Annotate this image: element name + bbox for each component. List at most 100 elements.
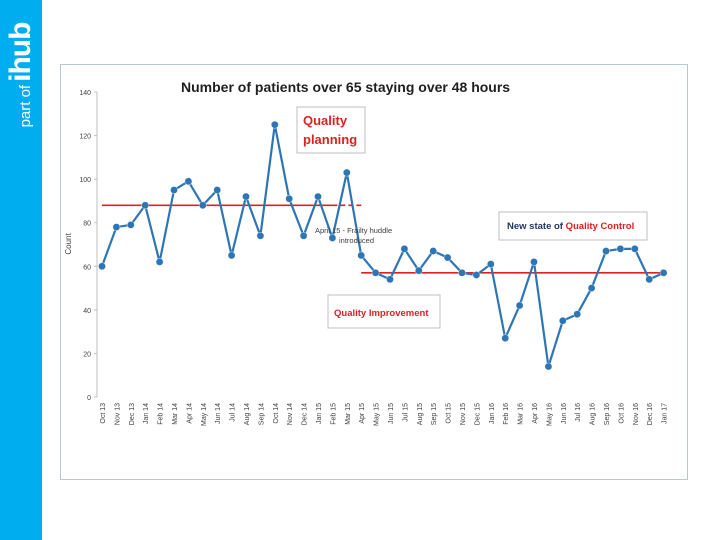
data-point — [544, 362, 553, 371]
data-point — [429, 247, 438, 255]
quality-improvement-label: Quality Improvement — [334, 308, 429, 319]
x-tick-label: Mar 16 — [518, 403, 525, 425]
frailty-huddle-label-line1: April 15 - Frailty huddle — [315, 226, 392, 235]
data-point — [242, 192, 250, 201]
x-tick-label: Dec 13 — [129, 403, 136, 425]
x-tick-label: Jun 16 — [561, 403, 568, 424]
y-tick-label: 120 — [79, 134, 91, 141]
data-point — [458, 269, 466, 277]
x-tick-label: Jan 15 — [316, 403, 323, 424]
frailty-huddle-label-line2: introduced — [339, 236, 374, 245]
chart-title: Number of patients over 65 staying over … — [181, 79, 510, 95]
x-tick-label: Oct 15 — [446, 403, 453, 424]
x-tick-label: Jan 17 — [662, 403, 669, 424]
x-tick-label: Oct 13 — [100, 403, 107, 424]
x-tick-label: Aug 14 — [244, 403, 251, 425]
y-tick-label: 140 — [79, 90, 91, 97]
x-tick-label: Aug 15 — [417, 403, 424, 425]
data-point — [573, 310, 582, 319]
x-tick-label: Nov 13 — [114, 403, 121, 425]
x-tick-label: Jan 14 — [143, 403, 150, 424]
data-point — [558, 316, 567, 325]
data-point — [501, 334, 510, 342]
x-tick-label: May 16 — [546, 403, 553, 426]
quality-planning-label-line2: planning — [303, 132, 357, 147]
x-tick-label: Nov 16 — [633, 403, 640, 425]
data-point — [602, 247, 610, 255]
x-tick-label: Dec 14 — [302, 403, 309, 425]
x-tick-label: Jun 14 — [215, 403, 222, 424]
data-point — [645, 275, 654, 284]
x-tick-label: Sep 14 — [258, 403, 265, 425]
x-tick-label: Jul 14 — [230, 403, 237, 422]
x-tick-label: Jul 15 — [402, 403, 409, 422]
quality-planning-box — [296, 106, 366, 154]
y-tick-label: 100 — [79, 177, 91, 184]
chart-frame: Number of patients over 65 staying over … — [60, 64, 688, 480]
brand-sidebar: part of ihub — [0, 0, 42, 540]
data-point — [141, 201, 149, 210]
data-point — [285, 194, 293, 203]
x-tick-label: Mar 14 — [172, 403, 179, 425]
x-tick-label: Feb 16 — [503, 403, 510, 425]
data-point — [515, 301, 524, 310]
data-point — [314, 192, 322, 201]
x-tick-label: Jan 16 — [489, 403, 496, 424]
data-point — [213, 186, 221, 194]
ihub-logo: part of ihub — [4, 23, 38, 128]
new-state-box — [498, 211, 648, 241]
data-point — [616, 245, 625, 253]
quality-control-highlight: Quality Control — [566, 221, 635, 232]
logo-name: ihub — [4, 22, 37, 82]
x-tick-label: Dec 16 — [647, 403, 654, 425]
x-tick-label: Jul 16 — [575, 403, 582, 422]
data-point — [299, 231, 308, 240]
x-tick-label: Dec 15 — [474, 403, 481, 425]
y-axis-label: Count — [64, 233, 73, 255]
x-tick-label: Oct 14 — [273, 403, 280, 424]
data-point — [631, 245, 639, 253]
x-tick-label: Sep 15 — [431, 403, 438, 425]
y-tick-label: 40 — [83, 308, 91, 315]
data-point — [155, 258, 164, 266]
data-point — [342, 168, 351, 177]
data-point — [198, 201, 207, 210]
y-tick-label: 20 — [83, 351, 91, 358]
x-tick-label: Apr 14 — [186, 403, 193, 424]
y-tick-label: 80 — [83, 221, 91, 228]
data-point — [530, 258, 538, 266]
data-point — [127, 221, 135, 229]
x-tick-label: Apr 15 — [359, 403, 366, 424]
x-tick-label: Apr 16 — [532, 403, 539, 424]
x-tick-label: Sep 16 — [604, 403, 611, 425]
series-line — [100, 123, 665, 368]
quality-planning-label-line1: Quality — [303, 113, 348, 128]
data-point — [371, 269, 380, 277]
x-tick-label: Nov 14 — [287, 403, 294, 425]
data-point — [414, 266, 423, 275]
data-point — [659, 269, 668, 277]
y-tick-label: 60 — [83, 264, 91, 271]
data-point — [328, 234, 337, 242]
data-point — [386, 275, 394, 284]
x-tick-label: Nov 15 — [460, 403, 467, 425]
logo-prefix: part of — [17, 84, 34, 128]
x-tick-label: Feb 15 — [330, 403, 337, 425]
x-tick-label: Oct 16 — [618, 403, 625, 424]
data-point — [256, 231, 265, 240]
data-point — [472, 271, 481, 279]
data-point — [270, 120, 279, 129]
new-state-label: New state of Quality Control — [507, 221, 634, 232]
x-tick-label: Feb 14 — [158, 403, 165, 425]
y-tick-label: 0 — [87, 395, 91, 402]
data-point — [443, 253, 452, 262]
quality-improvement-box — [327, 294, 441, 329]
data-point — [170, 186, 178, 194]
data-point — [486, 260, 495, 268]
x-tick-label: Mar 15 — [345, 403, 352, 425]
data-point — [184, 177, 193, 186]
x-tick-label: May 14 — [201, 403, 208, 426]
data-point — [227, 251, 236, 260]
data-point — [357, 251, 366, 260]
run-chart: Number of patients over 65 staying over … — [64, 79, 669, 426]
